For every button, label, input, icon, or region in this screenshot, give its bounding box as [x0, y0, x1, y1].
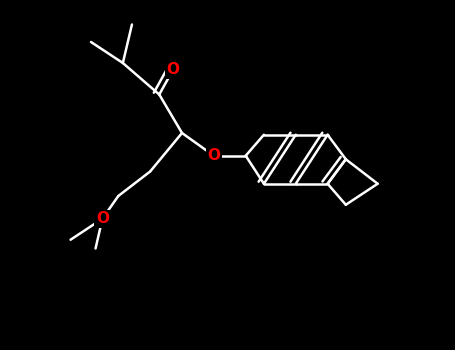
- Text: O: O: [207, 148, 220, 163]
- Text: O: O: [167, 63, 179, 77]
- Text: O: O: [96, 211, 109, 226]
